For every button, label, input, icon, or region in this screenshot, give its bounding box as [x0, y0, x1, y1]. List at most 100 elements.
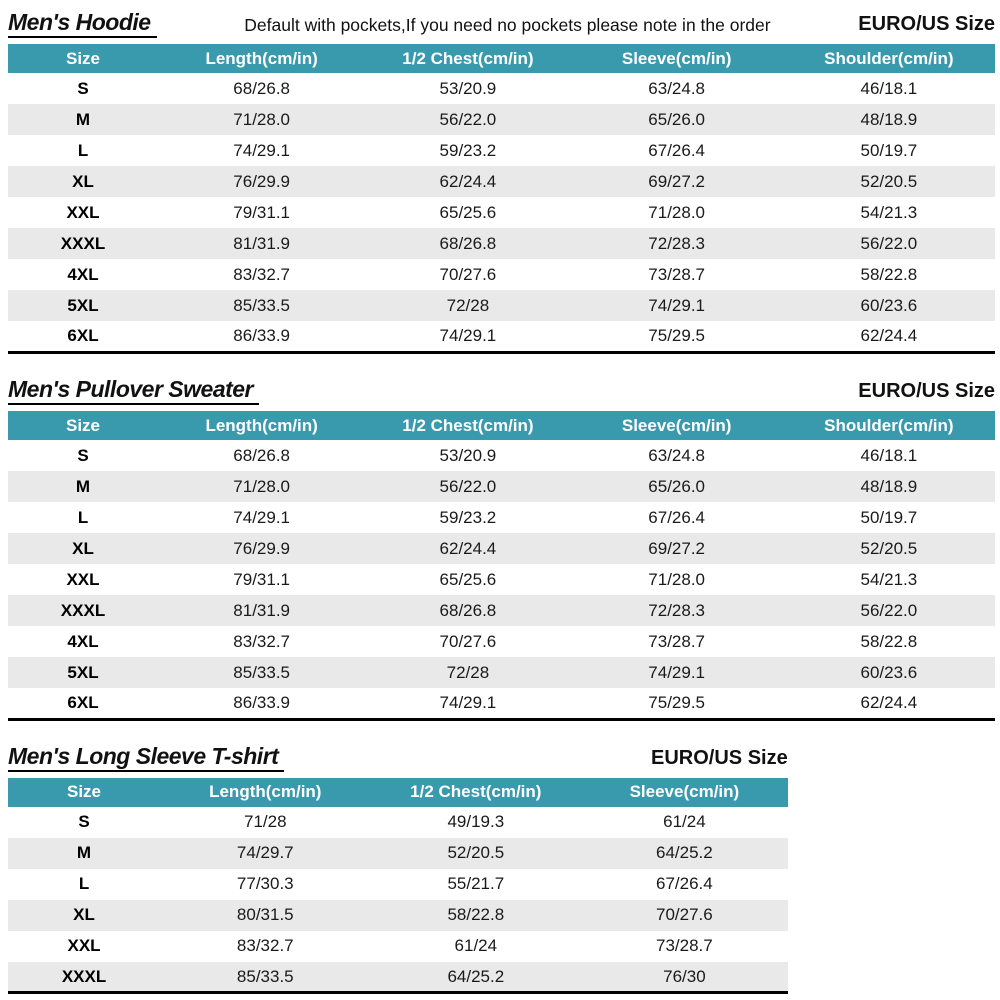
measurement-cell: 58/22.8 [860, 631, 918, 651]
table-row: 6XL 86/33.9 74/29.1 75/29.5 62/24.4 [8, 321, 995, 352]
measurement-cell: 50/19.7 [860, 507, 918, 527]
measurement-cell: 58/22.8 [860, 264, 918, 284]
size-cell: L [77, 140, 89, 160]
table-row: XXL 79/31.1 65/25.6 71/28.0 54/21.3 [8, 564, 995, 595]
table-row: S 71/28 49/19.3 61/24 [8, 807, 788, 838]
measurement-cell: 55/21.7 [447, 874, 505, 894]
size-cell: XXXL [8, 595, 159, 627]
measurement-cell: 71/28.0 [158, 471, 366, 503]
column-header: 1/2 Chest(cm/in) [365, 411, 571, 441]
measurement-cell: 75/29.5 [648, 326, 706, 346]
table-row: XXXL 81/31.9 68/26.8 72/28.3 56/22.0 [8, 228, 995, 260]
table-row: M 74/29.7 52/20.5 64/25.2 [8, 837, 788, 869]
measurement-cell: 48/18.9 [782, 471, 995, 503]
measurement-cell: 49/19.3 [447, 812, 505, 832]
column-header: Size [8, 777, 161, 807]
column-header: 1/2 Chest(cm/in) [365, 44, 571, 74]
column-header: Size [8, 411, 159, 441]
size-cell: M [8, 104, 159, 136]
size-cell: XL [8, 899, 161, 931]
measurement-cell: 65/25.6 [439, 202, 497, 222]
measurement-cell: 74/29.7 [160, 837, 371, 869]
table-row: XL 76/29.9 62/24.4 69/27.2 52/20.5 [8, 533, 995, 565]
measurement-cell: 83/32.7 [236, 936, 294, 956]
size-cell: 4XL [67, 631, 99, 651]
size-cell: S [78, 812, 90, 832]
table-row: 6XL 86/33.9 74/29.1 75/29.5 62/24.4 [8, 688, 995, 719]
measurement-cell: 83/32.7 [233, 631, 291, 651]
size-cell: M [8, 471, 159, 503]
measurement-cell: 56/22.0 [365, 471, 571, 503]
measurement-cell: 52/20.5 [782, 166, 995, 198]
measurement-cell: 60/23.6 [782, 290, 995, 322]
measurement-cell: 71/28.0 [158, 104, 366, 136]
measurement-cell: 69/27.2 [570, 533, 783, 565]
measurement-cell: 73/28.7 [648, 264, 706, 284]
measurement-cell: 74/29.1 [233, 140, 291, 160]
column-header: 1/2 Chest(cm/in) [370, 777, 582, 807]
size-chart-section: Men's Hoodie Default with pockets,If you … [8, 9, 995, 354]
measurement-cell: 74/29.1 [233, 507, 291, 527]
measurement-cell: 61/24 [454, 936, 498, 956]
measurement-cell: 79/31.1 [233, 569, 291, 589]
table-row: XL 80/31.5 58/22.8 70/27.6 [8, 899, 788, 931]
measurement-cell: 52/20.5 [782, 533, 995, 565]
size-table: Size Length(cm/in) 1/2 Chest(cm/in) Sleeve(… [8, 411, 995, 721]
measurement-cell: 50/19.7 [860, 140, 918, 160]
column-header: Length(cm/in) [158, 411, 366, 441]
measurement-cell: 62/24.4 [860, 692, 918, 712]
table-row: S 68/26.8 53/20.9 63/24.8 46/18.1 [8, 440, 995, 471]
size-standard-label: EURO/US Size [858, 380, 995, 403]
measurement-cell: 69/27.2 [570, 166, 783, 198]
measurement-cell: 74/29.1 [439, 326, 497, 346]
measurement-cell: 71/28.0 [648, 202, 706, 222]
size-standard-label: EURO/US Size [858, 13, 995, 36]
measurement-cell: 58/22.8 [370, 899, 582, 931]
measurement-cell: 86/33.9 [233, 326, 291, 346]
table-row: 4XL 83/32.7 70/27.6 73/28.7 58/22.8 [8, 259, 995, 290]
measurement-cell: 67/26.4 [648, 140, 706, 160]
measurement-cell: 74/29.1 [439, 692, 497, 712]
size-cell: XXXL [8, 961, 161, 993]
measurement-cell: 81/31.9 [158, 228, 366, 260]
size-chart-section: Men's Long Sleeve T-shirt EURO/US Size Siz… [8, 743, 995, 995]
measurement-cell: 46/18.1 [860, 445, 918, 465]
size-cell: XXL [67, 936, 101, 956]
measurement-cell: 63/24.8 [648, 78, 706, 98]
size-standard-label: EURO/US Size [651, 746, 788, 769]
size-cell: 4XL [67, 264, 99, 284]
measurement-cell: 85/33.5 [158, 290, 366, 322]
measurement-cell: 72/28.3 [570, 595, 783, 627]
measurement-cell: 53/20.9 [439, 445, 497, 465]
measurement-cell: 61/24 [663, 812, 706, 832]
size-cell: XL [8, 533, 159, 565]
measurement-cell: 73/28.7 [648, 631, 706, 651]
measurement-cell: 60/23.6 [782, 657, 995, 689]
measurement-cell: 54/21.3 [860, 569, 918, 589]
measurement-cell: 68/26.8 [365, 228, 571, 260]
measurement-cell: 79/31.1 [233, 202, 291, 222]
measurement-cell: 71/28 [244, 812, 287, 832]
column-header: Sleeve(cm/in) [570, 411, 783, 441]
table-row: XXXL 81/31.9 68/26.8 72/28.3 56/22.0 [8, 595, 995, 627]
table-row: XL 76/29.9 62/24.4 69/27.2 52/20.5 [8, 166, 995, 198]
measurement-cell: 85/33.5 [158, 657, 366, 689]
measurement-cell: 71/28.0 [648, 569, 706, 589]
column-header: Sleeve(cm/in) [581, 777, 788, 807]
column-header: Shoulder(cm/in) [782, 411, 995, 441]
table-row: M 71/28.0 56/22.0 65/26.0 48/18.9 [8, 104, 995, 136]
table-row: 5XL 85/33.5 72/28 74/29.1 60/23.6 [8, 657, 995, 689]
table-row: XXXL 85/33.5 64/25.2 76/30 [8, 961, 788, 993]
table-row: XXL 79/31.1 65/25.6 71/28.0 54/21.3 [8, 197, 995, 228]
measurement-cell: 74/29.1 [570, 657, 783, 689]
measurement-cell: 81/31.9 [158, 595, 366, 627]
measurement-cell: 65/26.0 [570, 104, 783, 136]
measurement-cell: 70/27.6 [439, 264, 497, 284]
measurement-cell: 73/28.7 [656, 936, 713, 956]
table-header-row: Size Length(cm/in) 1/2 Chest(cm/in) Sleeve(… [8, 411, 995, 441]
table-row: L 74/29.1 59/23.2 67/26.4 50/19.7 [8, 135, 995, 166]
measurement-cell: 83/32.7 [233, 264, 291, 284]
measurement-cell: 59/23.2 [439, 507, 497, 527]
size-cell: L [78, 874, 90, 894]
